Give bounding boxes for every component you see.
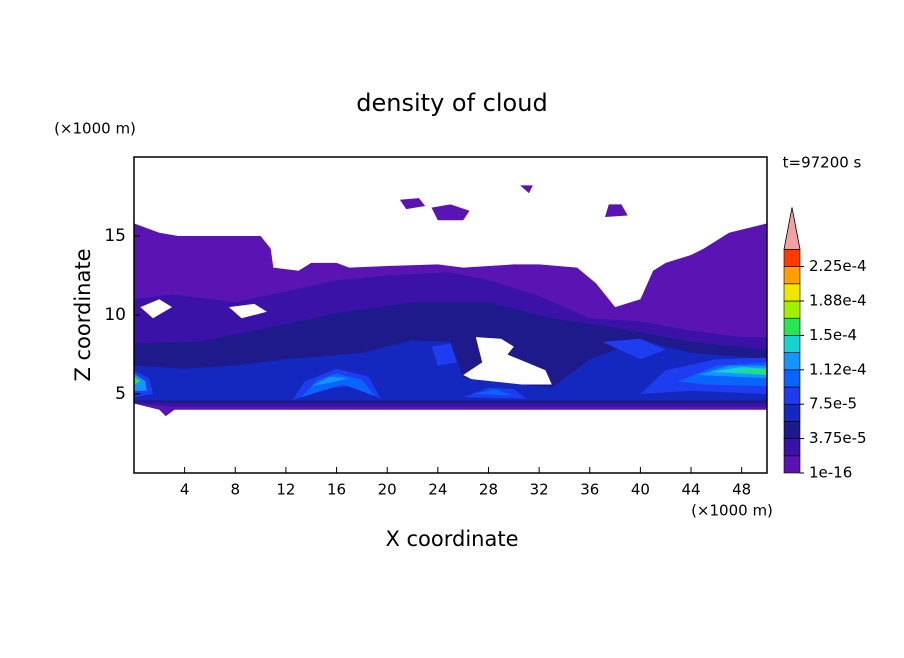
colorbar-band xyxy=(783,369,801,388)
colorbar-band xyxy=(783,421,801,439)
colorbar-band xyxy=(783,317,801,336)
colorbar-tick-label: 1.88e-4 xyxy=(809,292,867,310)
colorbar-band xyxy=(783,335,801,353)
colorbar-extension xyxy=(783,207,801,250)
x-tick-label: 24 xyxy=(428,481,447,499)
contour-region xyxy=(301,373,375,398)
contour-region xyxy=(431,343,457,366)
contour-region xyxy=(520,185,533,194)
x-unit: (×1000 m) xyxy=(691,502,773,520)
colorbar-tick-label: 1.5e-4 xyxy=(809,326,857,344)
clear-region xyxy=(463,337,552,385)
x-tick-label: 12 xyxy=(276,481,295,499)
time-annotation: t=97200 s xyxy=(783,154,862,172)
contour-region xyxy=(134,373,147,391)
colorbar-band xyxy=(783,352,801,371)
x-tick-label: 48 xyxy=(732,481,751,499)
colorbar-tick-label: 1.12e-4 xyxy=(809,360,867,378)
colorbar-band xyxy=(783,403,801,422)
contour-region xyxy=(729,369,767,374)
x-tick-label: 20 xyxy=(378,481,397,499)
colorbar-band xyxy=(783,249,801,267)
colorbar-tick-label: 3.75e-5 xyxy=(809,429,867,447)
x-tick-label: 40 xyxy=(631,481,650,499)
colorbar-band xyxy=(783,300,801,319)
x-axis-title: X coordinate xyxy=(385,527,518,551)
x-tick-label: 8 xyxy=(231,481,241,499)
colorbar-band xyxy=(783,283,801,302)
colorbar-band xyxy=(783,455,801,474)
colorbar-band xyxy=(783,386,801,405)
clear-region xyxy=(140,299,172,319)
y-tick-label: 5 xyxy=(115,384,126,404)
x-tick-label: 44 xyxy=(681,481,700,499)
colorbar-band xyxy=(783,438,801,457)
contour-region xyxy=(431,204,470,221)
y-tick-label: 15 xyxy=(104,226,126,246)
contour-region xyxy=(134,376,141,385)
colorbar-tick-label: 1e-16 xyxy=(809,464,852,482)
colorbar-band xyxy=(783,266,801,285)
y-axis-title: Z coordinate xyxy=(71,248,95,381)
colorbar-tick-label: 2.25e-4 xyxy=(809,257,867,275)
clear-region xyxy=(228,303,267,319)
x-tick-label: 36 xyxy=(580,481,599,499)
contour-region xyxy=(605,204,628,217)
y-tick-label: 10 xyxy=(104,305,126,325)
contour-region xyxy=(311,376,350,387)
x-tick-label: 4 xyxy=(180,481,190,499)
contour-region xyxy=(134,340,767,401)
x-tick-label: 16 xyxy=(327,481,346,499)
contour-region xyxy=(602,338,666,360)
chart-title: density of cloud xyxy=(356,89,547,117)
colorbar-tick-label: 7.5e-5 xyxy=(809,395,857,413)
contour-region xyxy=(473,389,514,396)
x-tick-label: 32 xyxy=(530,481,549,499)
x-tick-label: 28 xyxy=(479,481,498,499)
contour-region xyxy=(399,198,426,210)
y-unit: (×1000 m) xyxy=(54,120,136,138)
contour-field xyxy=(134,185,767,417)
